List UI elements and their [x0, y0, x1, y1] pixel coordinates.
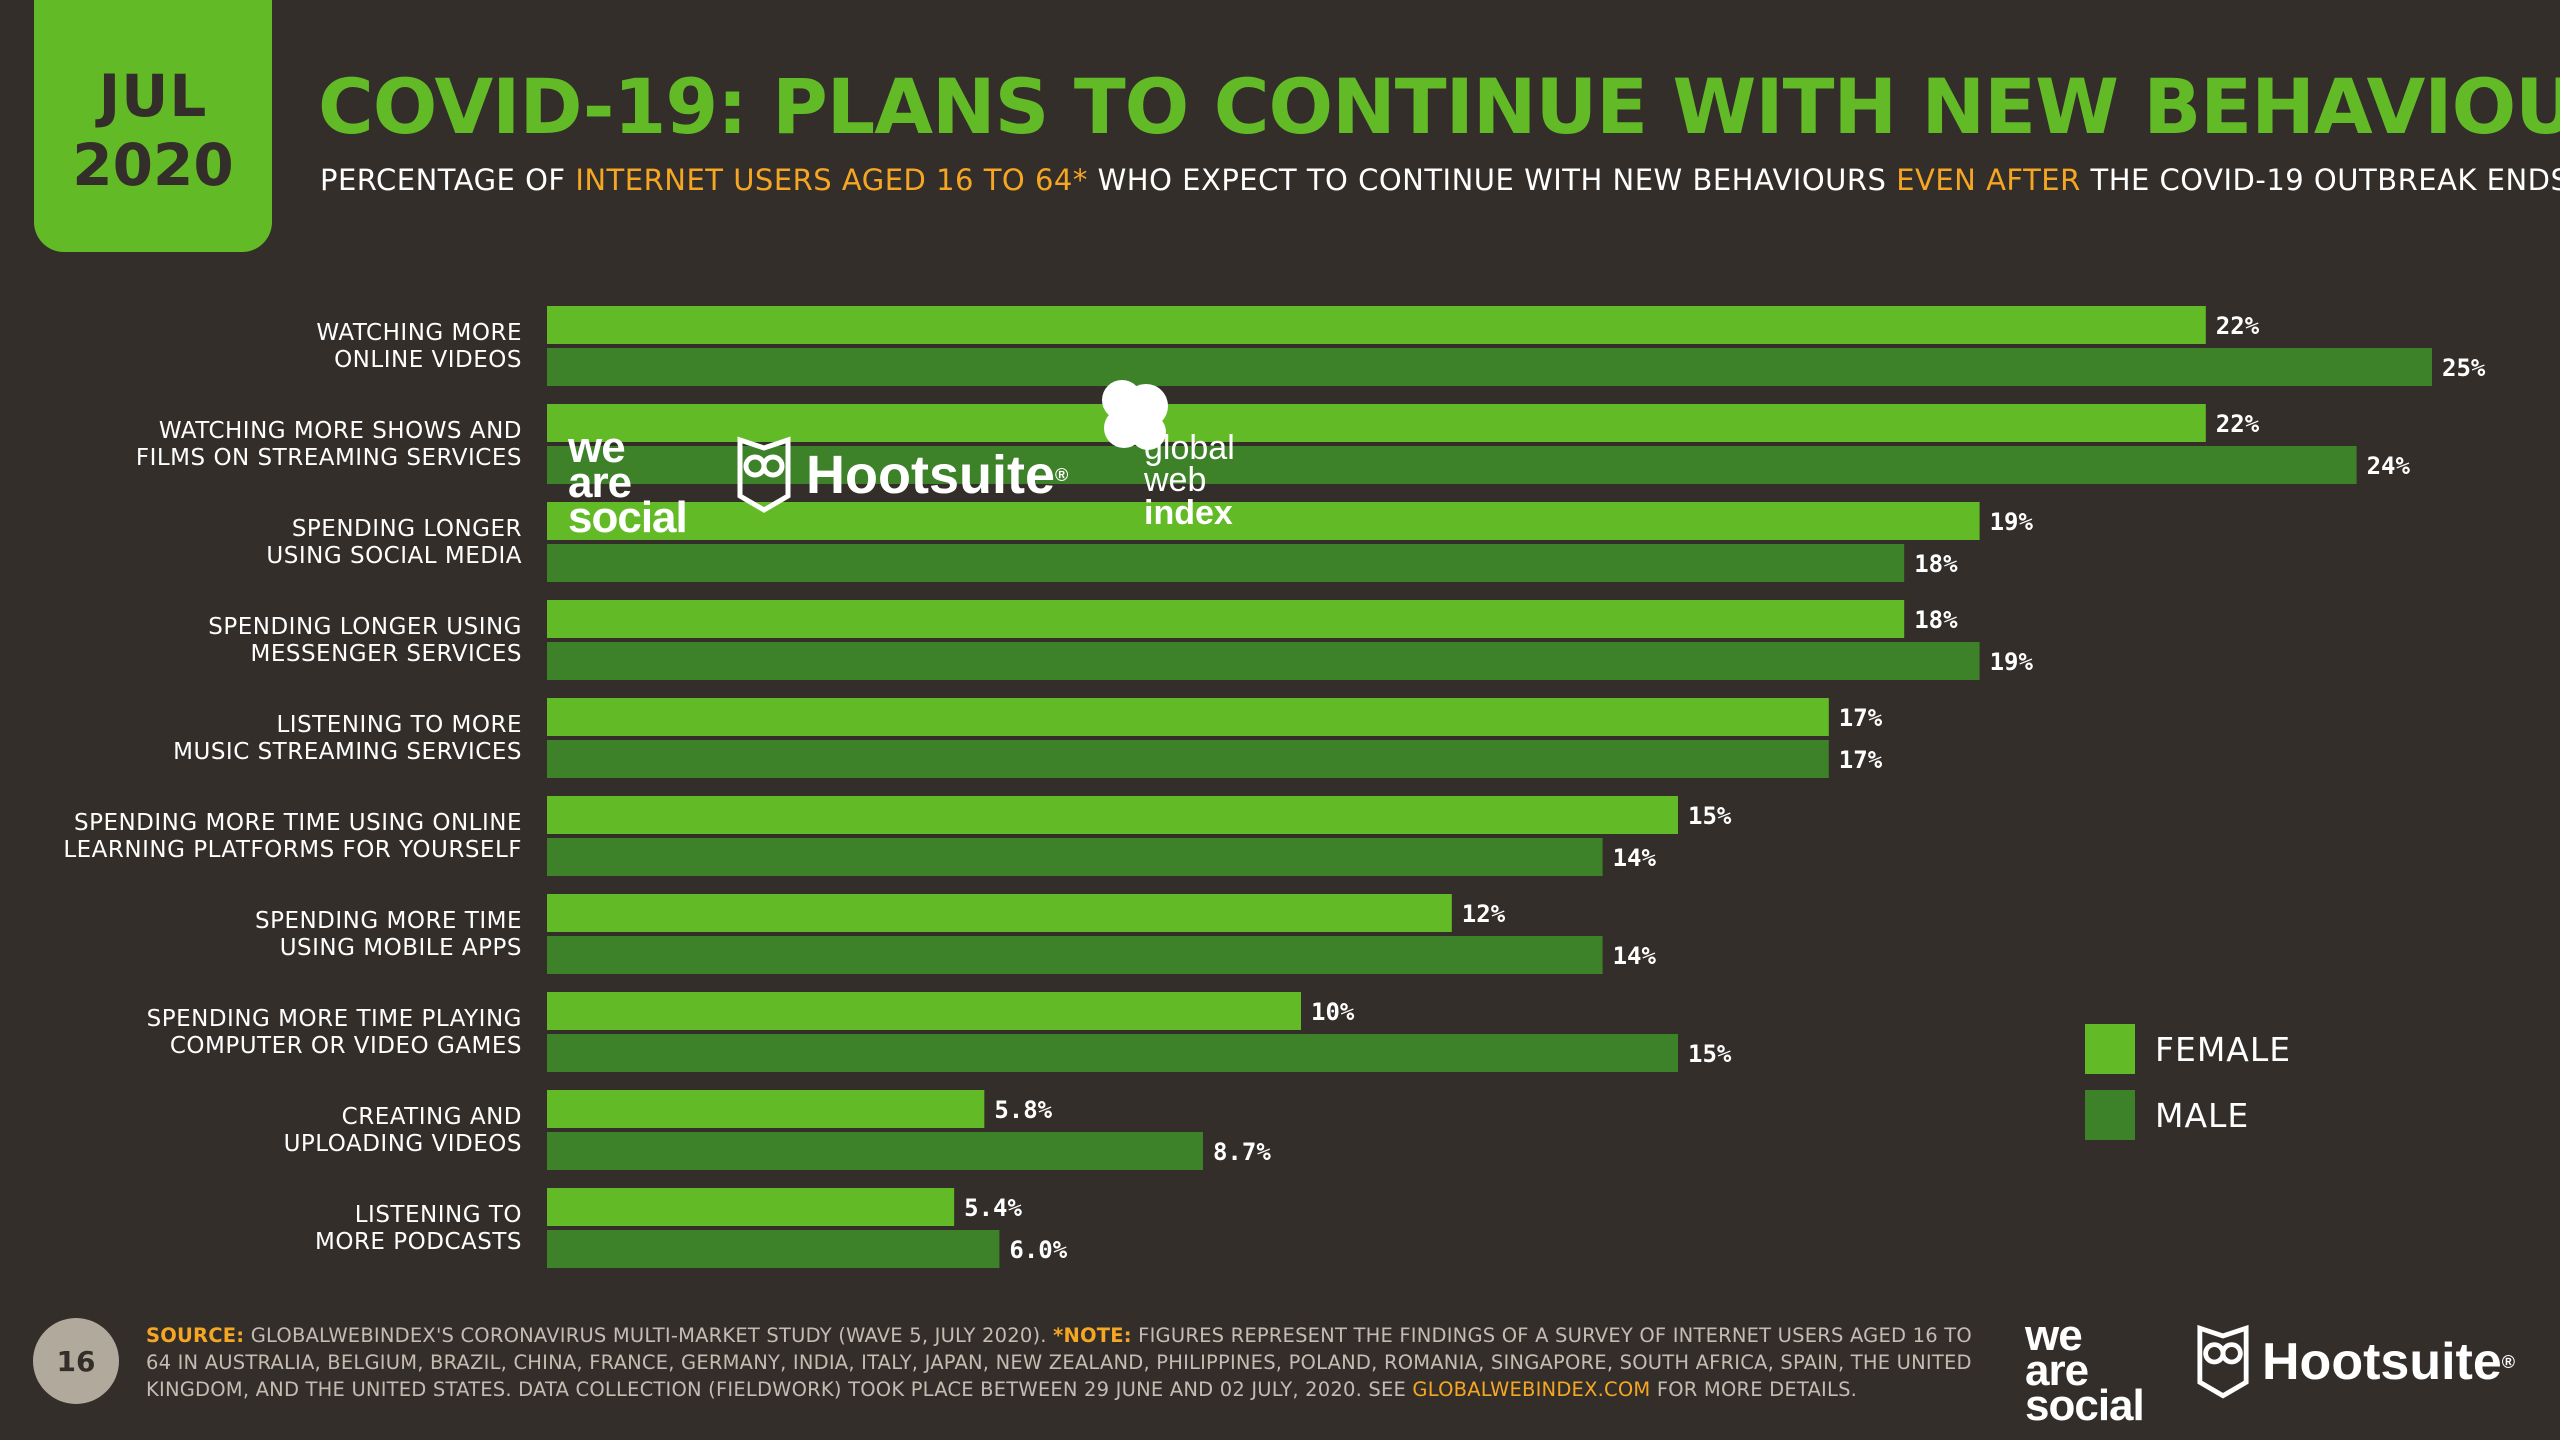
category-label: CREATING AND UPLOADING VIDEOS	[284, 1104, 522, 1157]
bar-female	[547, 992, 1301, 1030]
source-label: SOURCE:	[146, 1324, 245, 1347]
value-label-male: 25%	[2442, 354, 2486, 382]
category-label: WATCHING MORE SHOWS AND FILMS ON STREAMIN…	[136, 418, 522, 471]
value-label-male: 6.0%	[1009, 1236, 1067, 1264]
legend-swatch-male	[2085, 1090, 2135, 1140]
chart-legend: FEMALE MALE	[2085, 1024, 2291, 1156]
bar-male	[547, 1230, 1000, 1268]
bar-female	[547, 306, 2206, 344]
value-label-female: 17%	[1839, 704, 1883, 732]
bar-male	[547, 544, 1905, 582]
bar-male	[547, 1132, 1203, 1170]
page-number: 16	[33, 1318, 119, 1404]
bar-female	[547, 404, 2206, 442]
subtitle-highlight-even-after: EVEN AFTER	[1896, 163, 2081, 197]
bar-male	[547, 446, 2357, 484]
value-label-male: 18%	[1914, 550, 1958, 578]
subtitle-part-5: THE COVID-19 OUTBREAK ENDS	[2080, 163, 2560, 197]
legend-label-female: FEMALE	[2155, 1029, 2292, 1069]
bar-female	[547, 1188, 955, 1226]
subtitle-highlight-audience: INTERNET USERS AGED 16 TO 64*	[575, 163, 1088, 197]
date-year: 2020	[72, 131, 234, 199]
bar-male	[547, 740, 1829, 778]
source-end-text: FOR MORE DETAILS.	[1650, 1378, 1858, 1401]
page-title: COVID-19: PLANS TO CONTINUE WITH NEW BEH…	[318, 62, 2560, 151]
source-note: SOURCE: GLOBALWEBINDEX'S CORONAVIRUS MUL…	[146, 1322, 1976, 1403]
bar-male	[547, 642, 1980, 680]
bar-male	[547, 838, 1603, 876]
we-are-social-watermark-logo: we are social	[568, 423, 688, 543]
bar-female	[547, 1090, 985, 1128]
category-label: SPENDING MORE TIME USING MOBILE APPS	[255, 908, 522, 961]
subtitle-part-3: WHO EXPECT TO CONTINUE WITH NEW BEHAVIOU…	[1087, 163, 1897, 197]
date-badge: JUL 2020	[34, 0, 272, 252]
category-label: WATCHING MORE ONLINE VIDEOS	[316, 320, 522, 373]
legend-item-male: MALE	[2085, 1090, 2291, 1140]
value-label-female: 12%	[1462, 900, 1506, 928]
category-label: SPENDING MORE TIME PLAYING COMPUTER OR VI…	[147, 1006, 522, 1059]
value-label-female: 22%	[2216, 410, 2260, 438]
owl-icon	[2197, 1324, 2249, 1399]
value-label-male: 15%	[1688, 1040, 1732, 1068]
bar-female	[547, 600, 1905, 638]
we-are-social-footer-logo: we are social	[2025, 1311, 2145, 1431]
note-label: *NOTE:	[1053, 1324, 1132, 1347]
value-label-female: 10%	[1311, 998, 1355, 1026]
hootsuite-watermark-logo: Hootsuite ®	[736, 436, 1068, 514]
category-label: LISTENING TO MORE PODCASTS	[315, 1202, 522, 1255]
legend-label-male: MALE	[2155, 1095, 2250, 1135]
category-label: SPENDING MORE TIME USING ONLINE LEARNING …	[63, 810, 522, 863]
source-text: GLOBALWEBINDEX'S CORONAVIRUS MULTI-MARKE…	[244, 1324, 1054, 1347]
value-label-male: 24%	[2367, 452, 2411, 480]
source-link[interactable]: GLOBALWEBINDEX.COM	[1412, 1378, 1651, 1401]
owl-icon	[737, 436, 791, 513]
value-label-female: 22%	[2216, 312, 2260, 340]
category-label: LISTENING TO MORE MUSIC STREAMING SERVICE…	[173, 712, 522, 765]
cloud-icon	[1102, 380, 1168, 450]
subtitle-part-1: PERCENTAGE OF	[320, 163, 576, 197]
date-month: JUL	[98, 62, 208, 131]
value-label-male: 17%	[1839, 746, 1883, 774]
hootsuite-footer-logo: Hootsuite ®	[2196, 1324, 2515, 1400]
globalwebindex-watermark-logo: global web index	[1100, 378, 1260, 538]
value-label-female: 15%	[1688, 802, 1732, 830]
value-label-female: 5.8%	[994, 1096, 1052, 1124]
value-label-male: 14%	[1613, 942, 1657, 970]
bar-female	[547, 796, 1678, 834]
legend-item-female: FEMALE	[2085, 1024, 2291, 1074]
value-label-male: 19%	[1990, 648, 2034, 676]
legend-swatch-female	[2085, 1024, 2135, 1074]
bar-female	[547, 698, 1829, 736]
page-subtitle: PERCENTAGE OF INTERNET USERS AGED 16 TO …	[320, 163, 2560, 197]
value-label-male: 14%	[1613, 844, 1657, 872]
value-label-female: 5.4%	[964, 1194, 1022, 1222]
value-label-female: 18%	[1914, 606, 1958, 634]
bar-female	[547, 502, 1980, 540]
bar-male	[547, 936, 1603, 974]
bar-male	[547, 1034, 1678, 1072]
bar-male	[547, 348, 2432, 386]
value-label-male: 8.7%	[1213, 1138, 1271, 1166]
bar-female	[547, 894, 1452, 932]
category-label: SPENDING LONGER USING MESSENGER SERVICES	[208, 614, 522, 667]
note-text: FIGURES REPRESENT THE FINDINGS OF A SURV…	[146, 1324, 1972, 1401]
category-label: SPENDING LONGER USING SOCIAL MEDIA	[266, 516, 522, 569]
value-label-female: 19%	[1990, 508, 2034, 536]
